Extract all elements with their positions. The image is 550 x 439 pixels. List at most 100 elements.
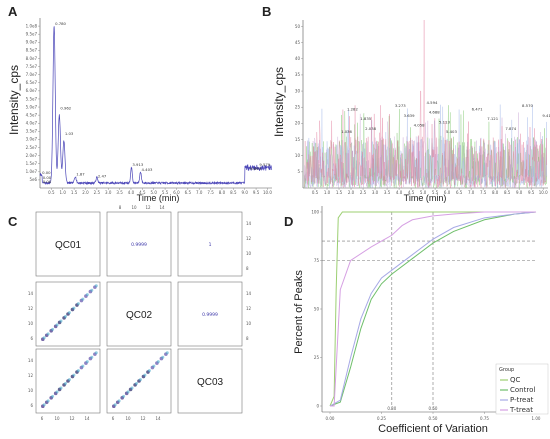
panel-b-peak-label: 1.835 (360, 116, 371, 121)
panel-d-series-line (330, 211, 536, 407)
panel-a-small-annotation: 0.00 (43, 179, 52, 184)
panel-d-reference-label: 0.50 (429, 406, 438, 411)
panel-b-peak-label: 8.570 (522, 103, 533, 108)
pairs-top-tick-label: 10 (131, 205, 137, 210)
panel-b-x-tick-label: 2.5 (360, 190, 367, 195)
pairs-left-tick-label: 14 (28, 358, 34, 363)
panel-b-y-tick-label: 45 (295, 40, 301, 45)
panel-a-x-title: Time (min) (137, 193, 180, 203)
panel-d-chart: 0 25 50 75 100 0.00 0.25 0.50 0.75 1.00 0.30 0.50… (293, 206, 549, 435)
pairs-point (94, 284, 98, 288)
pairs-point (76, 369, 80, 373)
legend: Group QC Control P-treat T-treat (495, 363, 549, 415)
panel-b-x-tick-label: 4.5 (408, 190, 415, 195)
panel-a-x-tick-label: 6.0 (173, 190, 180, 195)
panel-a-y-tick-label: 3.0e7 (26, 137, 38, 142)
pairs-bottom-tick-label: 12 (140, 416, 146, 421)
legend-label-control: Control (510, 386, 535, 394)
pairs-right-tick-label: 14 (246, 221, 252, 226)
panel-a-chart: 5e6 1.0e7 1.5e7 2.0e7 2.5e7 3.0e7 3.5e7 4.0e7 4.… (7, 18, 272, 203)
panel-b-x-tick-label: 10.0 (539, 190, 548, 195)
pairs-right-tick-label: 8 (246, 266, 249, 271)
corr-label-12: 0.9999 (131, 242, 147, 248)
pairs-point (117, 399, 121, 403)
panel-label-d: D (284, 214, 293, 229)
pairs-left-tick-label: 6 (30, 403, 33, 408)
panel-d-x-tick-label: 0.25 (377, 416, 386, 421)
panel-b-y-tick-label: 10 (295, 153, 301, 158)
panel-c-pairs-plot: QC01 QC02 QC03 0.9999 1 0.9999 6 10 12 14 6 1… (28, 205, 252, 421)
pairs-right-tick-label: 8 (246, 336, 249, 341)
pairs-bottom-tick-label: 14 (84, 416, 90, 421)
panel-a-x-tick-label: 10.0 (263, 190, 272, 195)
panel-a-x-tick-label: 7.5 (207, 190, 214, 195)
panel-d-y-title: Percent of Peaks (293, 270, 305, 354)
panel-b-x-tick-label: 5.0 (420, 190, 427, 195)
pairs-top-tick-label: 8 (119, 205, 122, 210)
pairs-point (55, 323, 59, 327)
pairs-point (134, 382, 138, 386)
panel-a-x-tick-label: 7.0 (196, 190, 203, 195)
panel-d-x-title: Coefficient of Variation (378, 423, 488, 435)
panel-b-x-title: Time (min) (404, 193, 447, 203)
cell-1-1 (35, 211, 101, 277)
panel-b-peak-label: 3.639 (404, 113, 415, 118)
panel-a-y-title: Intensity_cps (7, 65, 21, 135)
panel-a-x-tick-label: 5.0 (151, 190, 158, 195)
panel-d-x-tick-label: 0.00 (326, 416, 335, 421)
panel-d-y-tick-label: 25 (314, 355, 320, 360)
panel-b-x-tick-label: 1.0 (324, 190, 331, 195)
panel-b-x-tick-label: 2.0 (348, 190, 355, 195)
panel-a-peak-label: 8.893 (250, 166, 261, 171)
pairs-point (85, 360, 89, 364)
pairs-point (42, 336, 46, 340)
panel-a-y-tick-label: 8.5e7 (26, 48, 38, 53)
panel-b-y-tick-label: 15 (295, 137, 301, 142)
panel-b-x-tick-label: 4.0 (396, 190, 403, 195)
cell-2-2 (106, 281, 172, 347)
panel-label-c: C (8, 214, 18, 229)
panel-a-peak-label: 1.03 (65, 131, 74, 136)
panel-a-peak-label: 0.00 (42, 170, 51, 175)
pairs-left-tick-label: 14 (28, 291, 34, 296)
pairs-left-tick-label: 12 (28, 373, 34, 378)
panel-a-x-tick-label: 4.0 (128, 190, 135, 195)
pairs-point (147, 369, 151, 373)
panel-d-y-tick-label: 75 (314, 258, 320, 263)
panel-a-y-tick-label: 1.0e7 (26, 169, 38, 174)
panel-a-x-tick-label: 2.0 (82, 190, 89, 195)
panel-d-x-tick-label: 0.50 (429, 416, 438, 421)
panel-a-y-tick-label: 4.5e7 (26, 112, 38, 117)
legend-label-p-treat: P-treat (510, 396, 534, 404)
panel-b-x-tick-label: 0.5 (312, 190, 319, 195)
panel-b-x-tick-label: 9.0 (516, 190, 523, 195)
panel-a-y-tick-label: 1.5e7 (26, 161, 38, 166)
pairs-point (67, 378, 71, 382)
corr-label-23: 0.9999 (202, 312, 218, 318)
panel-a-y-tick-label: 8.0e7 (26, 56, 38, 61)
panel-b-peak-label: 4.594 (427, 100, 438, 105)
panel-d-series-line (329, 211, 537, 407)
panel-b-trace (304, 19, 547, 189)
panel-b-peak-label: 1.036 (341, 129, 352, 134)
pairs-point (46, 332, 50, 336)
panel-a-y-tick-label: 5e6 (29, 177, 37, 182)
pairs-point (113, 403, 117, 407)
panel-b-x-tick-label: 5.5 (432, 190, 439, 195)
panel-b-peak-label: 7.874 (505, 126, 516, 131)
pairs-top-tick-label: 12 (145, 205, 151, 210)
panel-a-peak-label: 0.780 (55, 21, 66, 26)
cell-2-1 (35, 281, 101, 347)
diag-label-qc01: QC01 (55, 240, 82, 251)
legend-label-qc: QC (510, 376, 521, 384)
panel-a-peak-label: 1.87 (76, 172, 85, 177)
pairs-point (59, 319, 63, 323)
pairs-top-tick-label: 14 (159, 205, 165, 210)
panel-a-x-tick-label: 5.5 (162, 190, 169, 195)
panel-b-peak-label: 5.403 (446, 129, 457, 134)
pairs-point (122, 394, 126, 398)
pairs-left-tick-label: 10 (28, 321, 34, 326)
panel-b-x-tick-label: 9.5 (528, 190, 535, 195)
pairs-left-tick-label: 6 (30, 336, 33, 341)
panel-a-chromatogram-line (39, 26, 273, 186)
